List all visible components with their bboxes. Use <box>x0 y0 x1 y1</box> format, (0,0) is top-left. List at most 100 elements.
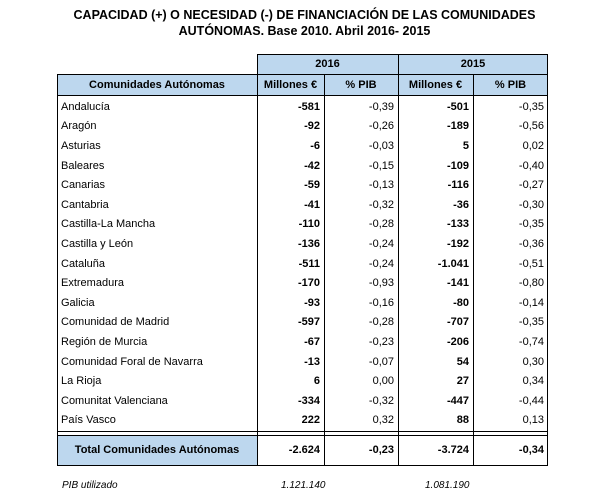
table-row: Comunitat Valenciana -334 -0,32 -447 -0,44 <box>57 391 548 411</box>
pib-2016: -0,16 <box>368 296 394 309</box>
pib-2016: -0,28 <box>368 218 394 231</box>
col-divider-4 <box>473 74 474 465</box>
millones-2015: 27 <box>456 375 469 388</box>
table-row: Comunidad de Madrid -597 -0,28 -707 -0,35 <box>57 313 548 333</box>
millones-2016: 222 <box>301 414 320 427</box>
year-2016-header: 2016 <box>257 54 398 74</box>
region-name: País Vasco <box>61 414 116 427</box>
pib-2015: -0,14 <box>518 296 544 309</box>
table-top-border <box>257 54 548 55</box>
pib-2015: -0,35 <box>518 100 544 113</box>
pib-2015: -0,74 <box>518 335 544 348</box>
region-name: Asturias <box>61 139 101 152</box>
pib-2015: -0,56 <box>518 120 544 133</box>
table-row: Galicia -93 -0,16 -80 -0,14 <box>57 293 548 313</box>
millones-2016: -6 <box>310 139 320 152</box>
millones-2015: -116 <box>447 179 469 192</box>
region-name: Cantabria <box>61 198 109 211</box>
total-row: Total Comunidades Autónomas -2.624 -0,23… <box>57 435 548 465</box>
total-bottom-border <box>57 465 548 466</box>
millones-2016: -41 <box>304 198 320 211</box>
millones-2015: 5 <box>462 139 469 152</box>
footer-pib-2016: 1.121.140 <box>281 480 326 491</box>
millones-2015: -192 <box>446 237 469 250</box>
table-row: Extremadura -170 -0,93 -141 -0,80 <box>57 273 548 293</box>
table-row: Andalucía -581 -0,39 -501 -0,35 <box>57 97 548 117</box>
table-title-line-2: AUTÓNOMAS. Base 2010. Abril 2016- 2015 <box>178 24 431 38</box>
region-name: Comunitat Valenciana <box>61 394 168 407</box>
total-pib-2015: -0,34 <box>518 444 544 456</box>
table-title-line-1: CAPACIDAD (+) O NECESIDAD (-) DE FINANCI… <box>73 8 536 22</box>
region-name: Baleares <box>61 159 105 172</box>
region-name: Comunidad Foral de Navarra <box>61 355 203 368</box>
table-row: Baleares -42 -0,15 -109 -0,40 <box>57 156 548 176</box>
pib-2016-header: % PIB <box>324 74 398 95</box>
year-2015-header: 2015 <box>398 54 548 74</box>
millones-2016-header: Millones € <box>257 74 324 95</box>
region-name: Canarias <box>61 179 106 192</box>
pib-2015: 0,30 <box>522 355 544 368</box>
millones-2015-header: Millones € <box>398 74 473 95</box>
region-name: Extremadura <box>61 277 124 290</box>
pib-2015-header: % PIB <box>473 74 548 95</box>
millones-2015: -447 <box>446 394 469 407</box>
pib-2015: -0,51 <box>518 257 544 270</box>
body-bottom-border <box>57 431 548 432</box>
millones-2015: -80 <box>453 296 469 309</box>
millones-2016: -110 <box>298 218 320 231</box>
millones-2016: -334 <box>297 394 320 407</box>
millones-2015: -141 <box>446 277 469 290</box>
table-row: La Rioja 6 0,00 27 0,34 <box>57 371 548 391</box>
region-name: Comunidad de Madrid <box>61 316 170 329</box>
table-row: Asturias -6 -0,03 5 0,02 <box>57 136 548 156</box>
table-right-border <box>547 54 548 465</box>
column-header-row: Comunidades Autónomas Millones € % PIB M… <box>57 74 548 95</box>
region-name: Castilla y León <box>61 237 134 250</box>
table-row: Canarias -59 -0,13 -116 -0,27 <box>57 175 548 195</box>
total-label: Total Comunidades Autónomas <box>57 435 257 465</box>
region-name: Cataluña <box>61 257 106 270</box>
millones-2015: -109 <box>446 159 469 172</box>
table-row: Comunidad Foral de Navarra -13 -0,07 54 0,30 <box>57 352 548 372</box>
pib-2015: 0,34 <box>522 375 544 388</box>
millones-2015: -133 <box>446 218 469 231</box>
pib-2016: -0,03 <box>368 139 394 152</box>
millones-2015: 54 <box>456 355 469 368</box>
region-name: La Rioja <box>61 375 102 388</box>
pib-2016: -0,39 <box>368 100 394 113</box>
millones-2015: -206 <box>446 335 469 348</box>
region-name: Castilla-La Mancha <box>61 218 156 231</box>
pib-2016: -0,15 <box>368 159 394 172</box>
millones-2016: -13 <box>304 355 320 368</box>
table-row: País Vasco 222 0,32 88 0,13 <box>57 411 548 431</box>
millones-2015: 88 <box>456 414 469 427</box>
pib-2015: -0,80 <box>518 277 544 290</box>
year-header-row: 2016 2015 <box>57 54 548 74</box>
millones-2016: -93 <box>304 296 320 309</box>
pib-2015: -0,36 <box>518 237 544 250</box>
pib-2016: -0,32 <box>368 198 394 211</box>
millones-2016: -170 <box>297 277 320 290</box>
region-column-header: Comunidades Autónomas <box>57 74 257 95</box>
pib-2015: -0,27 <box>518 179 544 192</box>
pib-2015: -0,35 <box>518 316 544 329</box>
pib-2016: 0,00 <box>372 375 394 388</box>
millones-2015: -189 <box>446 120 469 133</box>
header-top-border <box>57 74 548 75</box>
pib-2016: 0,32 <box>372 414 394 427</box>
total-millones-2016: -2.624 <box>288 444 320 456</box>
footer-label: PIB utilizado <box>62 480 118 491</box>
pib-2016: -0,26 <box>368 120 394 133</box>
pib-2015: 0,02 <box>522 139 544 152</box>
millones-2016: -59 <box>304 179 320 192</box>
region-name: Aragón <box>61 120 97 133</box>
millones-2015: -501 <box>446 100 469 113</box>
millones-2016: -136 <box>297 237 320 250</box>
total-millones-2015: -3.724 <box>437 444 469 456</box>
table-row: Región de Murcia -67 -0,23 -206 -0,74 <box>57 332 548 352</box>
col-divider-1 <box>257 54 258 465</box>
millones-2016: 6 <box>313 375 320 388</box>
pib-2015: -0,44 <box>518 394 544 407</box>
table-row: Castilla-La Mancha -110 -0,28 -133 -0,35 <box>57 215 548 235</box>
pib-2015: -0,40 <box>518 159 544 172</box>
